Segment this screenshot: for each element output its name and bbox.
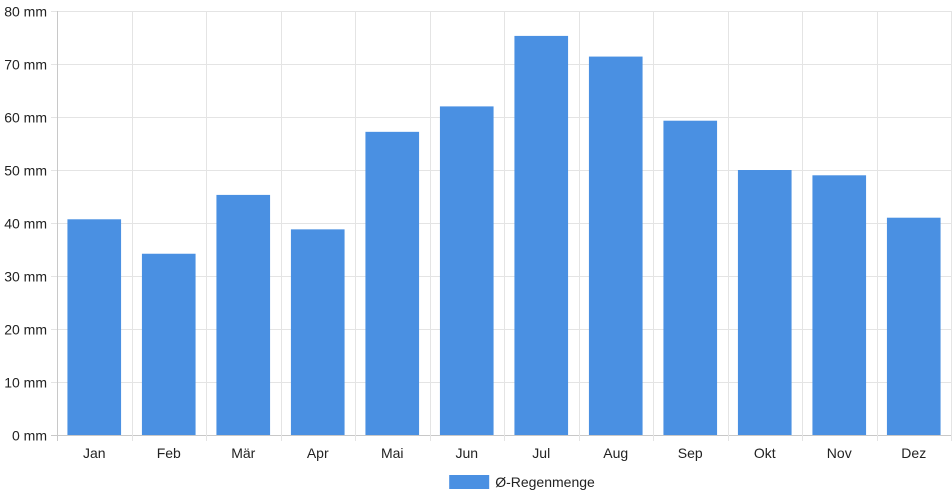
x-tick-label: Okt xyxy=(754,445,776,461)
y-tick-label: 30 mm xyxy=(4,269,47,285)
bar-jun xyxy=(439,106,494,436)
x-tick-label: Jul xyxy=(532,445,550,461)
x-tick-label: Mai xyxy=(381,445,404,461)
x-tick-label: Mär xyxy=(231,445,255,461)
legend-label: Ø-Regenmenge xyxy=(495,474,595,490)
bar-mai xyxy=(365,131,420,435)
y-tick-label: 70 mm xyxy=(4,57,47,73)
x-tick-label: Apr xyxy=(307,445,329,461)
x-tick-label: Aug xyxy=(603,445,628,461)
x-tick-label: Sep xyxy=(678,445,703,461)
legend: Ø-Regenmenge xyxy=(449,474,595,490)
bar-mär xyxy=(216,194,271,435)
bar-nov xyxy=(812,175,867,436)
y-tick-label: 80 mm xyxy=(4,4,47,20)
bar-sep xyxy=(663,120,718,436)
y-tick-label: 40 mm xyxy=(4,216,47,232)
bar-dez xyxy=(886,217,941,435)
bars xyxy=(67,35,941,436)
bar-apr xyxy=(290,229,345,435)
x-tick-label: Jan xyxy=(83,445,106,461)
x-tick-label: Nov xyxy=(827,445,852,461)
bar-jan xyxy=(67,219,122,435)
y-tick-label: 10 mm xyxy=(4,375,47,391)
y-tick-label: 0 mm xyxy=(12,428,47,444)
y-axis-labels: 0 mm 10 mm 20 mm 30 mm 40 mm 50 mm 60 mm 70 mm 8… xyxy=(4,4,47,444)
y-tick-label: 60 mm xyxy=(4,110,47,126)
x-tick-label: Jun xyxy=(455,445,478,461)
y-tick-label: 20 mm xyxy=(4,322,47,338)
x-axis-labels: Jan Feb Mär Apr Mai Jun Jul Aug Sep Okt Nov Dez xyxy=(83,445,926,461)
bar-okt xyxy=(737,170,792,435)
bar-feb xyxy=(141,253,196,435)
y-tick-label: 50 mm xyxy=(4,163,47,179)
x-tick-label: Feb xyxy=(157,445,181,461)
x-tick-label: Dez xyxy=(901,445,926,461)
bar-jul xyxy=(514,35,569,435)
legend-swatch xyxy=(449,475,490,489)
bar-aug xyxy=(588,56,643,436)
